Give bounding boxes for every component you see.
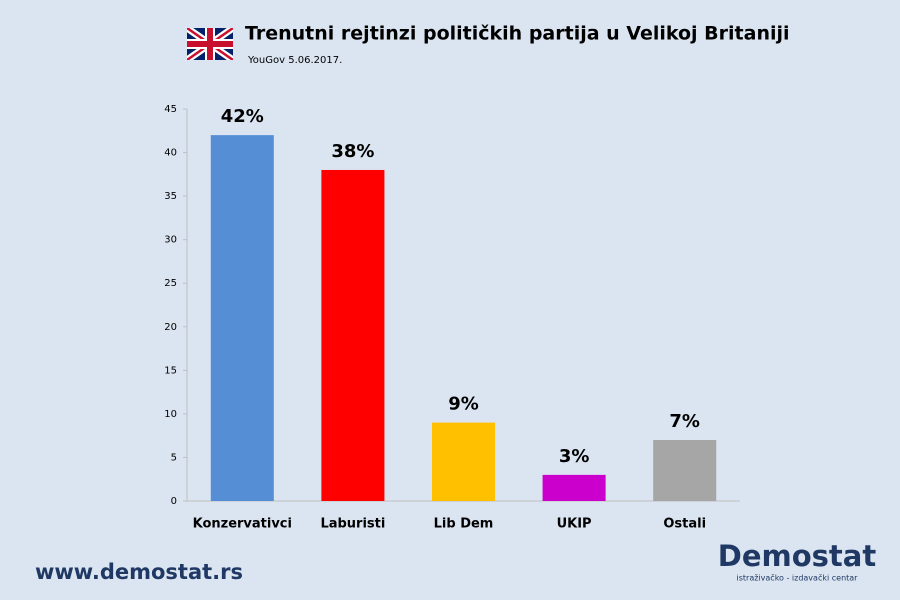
logo-tagline: istraživačko - izdavački centar xyxy=(737,573,859,583)
value-label: 9% xyxy=(448,394,479,415)
value-label: 38% xyxy=(331,141,374,162)
flag xyxy=(187,28,233,60)
y-tick-label: 0 xyxy=(171,496,177,507)
bar xyxy=(653,440,717,501)
y-tick-label: 5 xyxy=(171,452,177,463)
y-tick-label: 20 xyxy=(164,322,177,333)
y-tick-label: 25 xyxy=(164,278,177,289)
bar xyxy=(321,169,385,501)
x-tick-label: Konzervativci xyxy=(193,517,292,532)
y-tick-label: 40 xyxy=(164,148,177,159)
value-label: 42% xyxy=(221,106,264,127)
logo: Demostat xyxy=(718,539,877,573)
chart-subtitle: YouGov 5.06.2017. xyxy=(247,55,342,66)
bar xyxy=(542,474,606,501)
y-tick-label: 15 xyxy=(164,365,177,376)
bar xyxy=(431,422,496,501)
x-tick-label: Lib Dem xyxy=(434,517,494,532)
bar xyxy=(210,135,274,501)
value-label: 3% xyxy=(559,446,590,467)
y-tick-label: 45 xyxy=(164,104,177,115)
value-label: 7% xyxy=(669,411,700,432)
x-tick-label: Ostali xyxy=(663,517,706,532)
footer-url: www.demostat.rs xyxy=(35,560,243,584)
chart-title: Trenutni rejtinzi političkih partija u V… xyxy=(245,23,790,45)
x-tick-label: Laburisti xyxy=(320,517,385,532)
y-tick-label: 30 xyxy=(164,235,177,246)
y-tick-label: 35 xyxy=(164,191,177,202)
y-tick-label: 10 xyxy=(164,409,177,420)
x-tick-label: UKIP xyxy=(557,517,592,532)
